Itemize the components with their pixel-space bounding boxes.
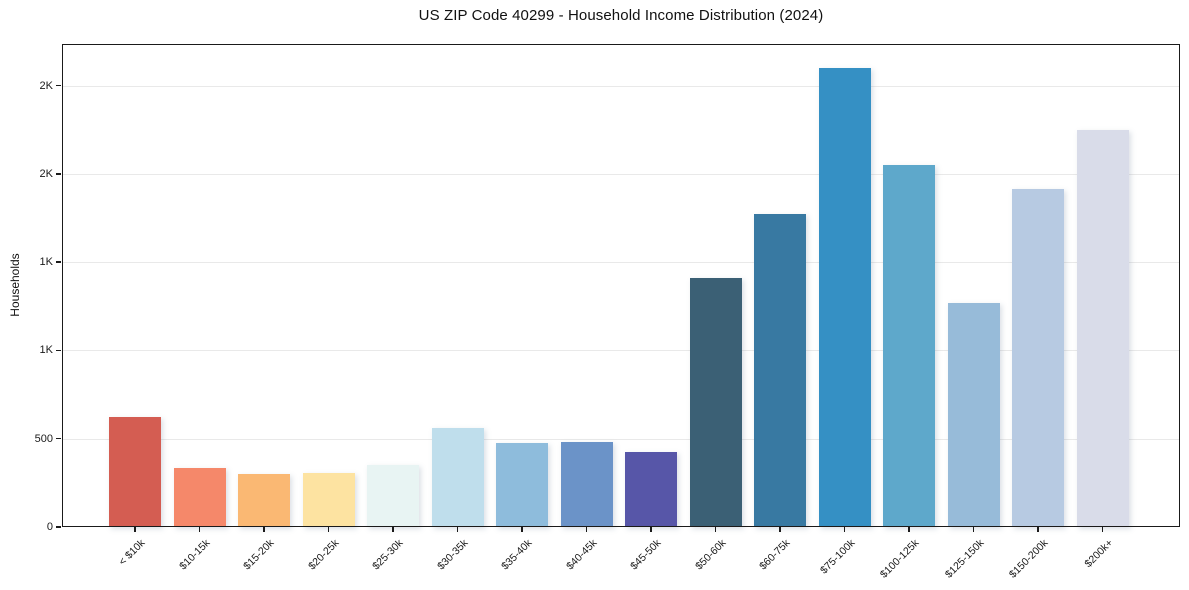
x-tick-label: $200k+ [1081, 537, 1115, 571]
x-tick-label: $150-200k [1006, 537, 1051, 581]
x-tick-label: $75-100k [817, 537, 857, 577]
x-tick-label: $50-60k [692, 537, 728, 573]
gridline [62, 173, 1180, 175]
bar-30-35k [431, 428, 484, 527]
x-tick-label: $30-35k [434, 537, 470, 573]
bar-10k [109, 416, 161, 527]
bar-40-45k [560, 442, 613, 527]
gridline [62, 85, 1180, 87]
y-tick-mark [56, 437, 61, 440]
bar-45-50k [625, 451, 677, 527]
gridline [62, 350, 1180, 352]
x-tick-mark [908, 527, 910, 532]
bar-60-75k [754, 213, 806, 527]
y-tick-label: 1K [39, 344, 53, 357]
y-tick-label: 2K [39, 167, 53, 180]
bar-20-25k [302, 473, 355, 527]
y-tick-mark [56, 261, 61, 263]
x-tick-mark [779, 527, 781, 532]
x-tick-mark [714, 527, 717, 532]
gridline [62, 262, 1180, 264]
bar-10-15k [173, 467, 226, 527]
x-tick-mark [392, 527, 394, 532]
x-tick-mark [263, 527, 265, 532]
x-tick-label: $100-125k [877, 537, 922, 581]
x-tick-mark [843, 527, 846, 532]
bar-35-40k [496, 443, 548, 527]
x-tick-mark [198, 527, 201, 532]
y-tick-label: 0 [46, 521, 53, 533]
y-tick-mark [56, 349, 61, 352]
bar-100-125k [883, 164, 935, 527]
x-tick-mark [1101, 527, 1104, 532]
x-tick-mark [521, 527, 523, 532]
bar-15-20k [238, 474, 290, 527]
x-tick-label: $45-50k [628, 537, 664, 573]
x-tick-label: $35-40k [499, 537, 535, 573]
y-tick-label: 500 [34, 432, 53, 445]
x-tick-label: $125-150k [942, 537, 986, 581]
x-tick-label: < $10k [116, 537, 148, 568]
gridline [62, 438, 1180, 440]
bar-125-150k [947, 302, 1000, 527]
bar-25-30k [367, 465, 419, 527]
x-tick-label: $10-15k [176, 537, 212, 573]
x-tick-mark [456, 527, 459, 532]
bar-75-100k [818, 67, 871, 527]
x-tick-label: $15-20k [241, 537, 277, 573]
x-tick-mark [972, 527, 975, 532]
y-axis-label: Households [8, 253, 22, 317]
chart-title: US ZIP Code 40299 - Household Income Dis… [418, 7, 824, 24]
x-tick-label: $20-25k [305, 537, 341, 573]
bar-150-200k [1012, 188, 1064, 527]
x-tick-mark [1037, 527, 1039, 532]
y-tick-label: 2K [39, 79, 53, 92]
y-tick-mark [56, 526, 61, 528]
y-tick-mark [56, 173, 61, 175]
bar-200k [1076, 129, 1129, 527]
x-tick-mark [327, 527, 330, 532]
y-tick-label: 1K [39, 256, 53, 269]
x-tick-mark [134, 527, 136, 532]
x-tick-label: $60-75k [757, 537, 793, 573]
y-tick-mark [56, 84, 61, 87]
bar-50-60k [689, 278, 742, 527]
x-tick-label: $25-30k [370, 537, 406, 573]
x-tick-mark [650, 527, 652, 532]
plot-area: 0 500 1K 1K 2K 2K < $10k $10-15k $15-20k $20-25k $… [35, 44, 1180, 581]
x-tick-label: $40-45k [563, 537, 599, 573]
x-tick-mark [585, 527, 588, 532]
